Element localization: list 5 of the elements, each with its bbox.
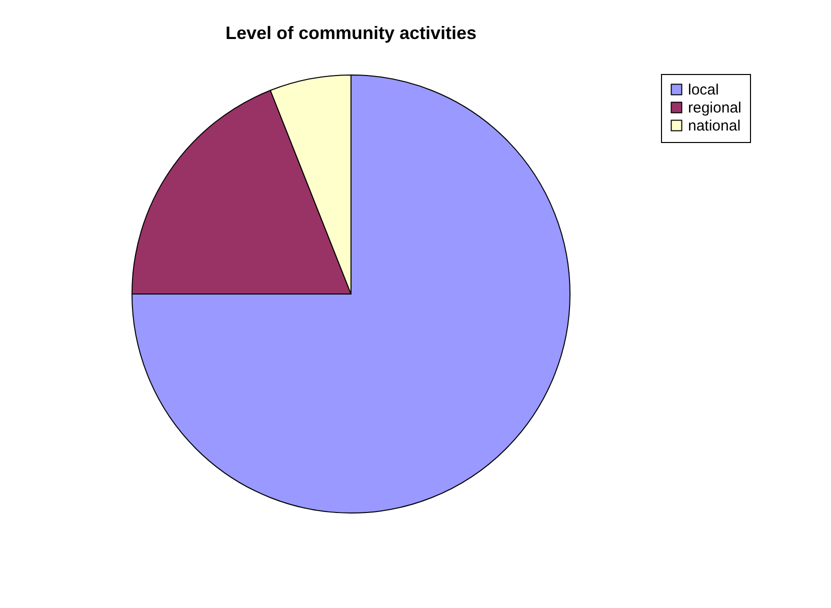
chart-title: Level of community activities: [225, 23, 477, 43]
pie-slice: [132, 74, 570, 514]
legend-label: regional: [688, 100, 742, 116]
legend-label: local: [688, 82, 719, 98]
legend-label: national: [688, 118, 741, 134]
